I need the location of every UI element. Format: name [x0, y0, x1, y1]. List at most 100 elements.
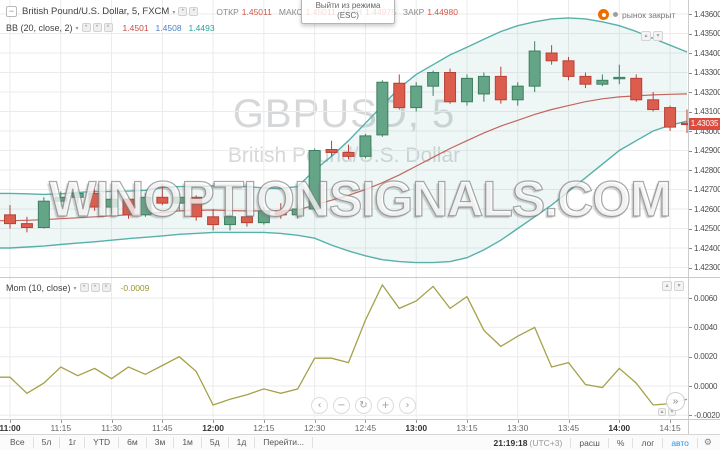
price-axis-label: 1.43400: [694, 48, 720, 58]
pane-down-icon[interactable]: ▾: [653, 31, 663, 41]
chevron-down-icon[interactable]: ▾: [172, 10, 176, 16]
price-axis-label: 1.43600: [694, 9, 720, 19]
jump-to-realtime-button[interactable]: »: [666, 392, 685, 411]
bb-value-1: 1.4508: [155, 22, 182, 33]
price-axis-label: 1.42500: [694, 224, 720, 233]
price-axis-label: 1.43500: [694, 29, 720, 38]
indicator-settings-icon[interactable]: •: [90, 283, 100, 292]
clock[interactable]: 21:19:18: [493, 437, 528, 448]
mom-axis-label: 0.0060: [694, 293, 718, 303]
extended-hours-button[interactable]: расш: [571, 437, 609, 448]
pane-divider[interactable]: [0, 277, 720, 278]
bb-values: 1.4501 1.4508 1.4493: [123, 23, 222, 33]
zoom-out-button[interactable]: −: [333, 397, 350, 414]
market-status-text: рынок закрыт: [622, 9, 676, 20]
scroll-left-button[interactable]: ‹: [311, 397, 328, 414]
mom-indicator-title[interactable]: Mom (10, close): [6, 282, 71, 293]
price-axis-tick: [689, 111, 692, 113]
main-series-legend: − British Pound/U.S. Dollar, 5, FXCM ▾ •…: [6, 5, 465, 18]
main-pane-buttons: ▴ ▾: [641, 31, 663, 41]
collapse-legend-icon[interactable]: −: [6, 6, 17, 17]
bb-indicator-title[interactable]: BB (20, close, 2): [6, 22, 73, 33]
mom-axis-label: 0.0020: [694, 352, 718, 362]
price-axis-tick: [689, 14, 692, 15]
indicator-eye-icon[interactable]: •: [79, 283, 89, 292]
indicator-delete-icon[interactable]: ×: [103, 23, 113, 32]
price-axis-label: 1.42900: [694, 146, 720, 155]
price-axis-tick: [689, 53, 692, 54]
time-axis-tick: [517, 420, 519, 423]
range-button-1м[interactable]: 1м: [174, 437, 202, 448]
time-axis-label: 13:45: [557, 423, 580, 433]
mom-axis-tick: [689, 327, 692, 329]
range-button-3м[interactable]: 3м: [147, 437, 175, 448]
time-axis-label: 13:15: [456, 423, 478, 433]
price-axis-label: 1.42400: [694, 243, 720, 253]
indicator-delete-icon[interactable]: ×: [101, 283, 111, 292]
time-axis-tick: [213, 420, 215, 423]
series-settings-icon[interactable]: •: [189, 7, 199, 16]
price-axis-label: 1.42800: [694, 165, 720, 175]
pane-up-icon[interactable]: ▴: [641, 31, 651, 41]
tooltip-line2: (ESC): [337, 11, 359, 20]
time-axis-label: 13:00: [405, 423, 428, 433]
percent-scale-button[interactable]: %: [609, 437, 634, 448]
time-axis-tick: [416, 420, 418, 423]
goto-date-button[interactable]: Перейти...: [255, 437, 314, 448]
range-button-1г[interactable]: 1г: [60, 437, 86, 448]
timezone[interactable]: (UTC+3): [530, 437, 572, 448]
price-axis-tick: [689, 92, 692, 93]
range-button-ytd[interactable]: YTD: [85, 437, 120, 448]
mom-axis-label: 0.0040: [694, 322, 718, 332]
time-axis-label: 12:45: [354, 423, 377, 433]
chevron-down-icon[interactable]: ▾: [73, 286, 77, 292]
mom-axis-tick: [689, 415, 692, 417]
indicator-eye-icon[interactable]: •: [81, 23, 91, 32]
mom-axis-label: 0.0000: [694, 381, 718, 391]
mom-axis-tick: [689, 356, 692, 358]
price-axis-label: 1.43200: [694, 87, 720, 97]
status-dot-icon: [613, 12, 618, 17]
time-axis-label: 11:30: [101, 423, 122, 433]
time-axis-tick: [263, 420, 265, 423]
time-axis-tick: [314, 420, 316, 423]
price-axis-tick: [689, 248, 692, 249]
pane-up-icon[interactable]: ▴: [658, 408, 666, 416]
indicator-settings-icon[interactable]: •: [92, 23, 102, 32]
log-scale-button[interactable]: лог: [633, 437, 664, 448]
bb-value-0: 1.4501: [122, 22, 149, 33]
chevron-down-icon[interactable]: ▾: [75, 26, 79, 32]
reset-view-button[interactable]: ↻: [355, 397, 372, 414]
range-button-все[interactable]: Все: [0, 437, 34, 448]
mom-axis-tick: [689, 386, 692, 387]
range-button-5д[interactable]: 5д: [202, 437, 229, 448]
price-axis-tick: [689, 150, 692, 152]
price-axis-tick: [689, 228, 692, 230]
mom-indicator-legend: Mom (10, close) ▾ • • × -0.0009: [6, 281, 149, 294]
range-button-5л[interactable]: 5л: [34, 437, 61, 448]
exit-fullscreen-tooltip: Выйти из режима (ESC): [301, 0, 395, 24]
time-axis-label: 11:00: [0, 423, 21, 433]
market-closed-clock-icon: [598, 9, 609, 20]
scroll-right-button[interactable]: ›: [399, 397, 416, 414]
toolbar-right: 21:19:18 (UTC+3) расш % лог авто ⚙: [485, 437, 720, 448]
range-button-6м[interactable]: 6м: [119, 437, 147, 448]
tooltip-line1: Выйти из режима: [315, 1, 381, 10]
gear-icon[interactable]: ⚙: [703, 437, 712, 448]
price-axis-label: 1.43300: [694, 68, 720, 77]
zoom-in-button[interactable]: +: [377, 397, 394, 414]
auto-scale-button[interactable]: авто: [663, 437, 698, 448]
price-axis-label: 1.43100: [694, 107, 720, 116]
range-button-1д[interactable]: 1д: [229, 437, 256, 448]
price-axis-label: 1.42700: [694, 185, 720, 194]
symbol-title[interactable]: British Pound/U.S. Dollar, 5, FXCM: [22, 6, 170, 17]
ohlc-high-label: МАКС: [278, 6, 303, 17]
time-axis-tick: [670, 420, 672, 423]
pane-up-icon[interactable]: ▴: [662, 281, 672, 291]
pane-down-icon[interactable]: ▾: [674, 281, 684, 291]
mom-axis-label: -0.0020: [694, 410, 720, 420]
series-eye-icon[interactable]: •: [178, 7, 188, 16]
bb-indicator-legend: BB (20, close, 2) ▾ • • × 1.4501 1.4508 1.…: [6, 21, 222, 34]
